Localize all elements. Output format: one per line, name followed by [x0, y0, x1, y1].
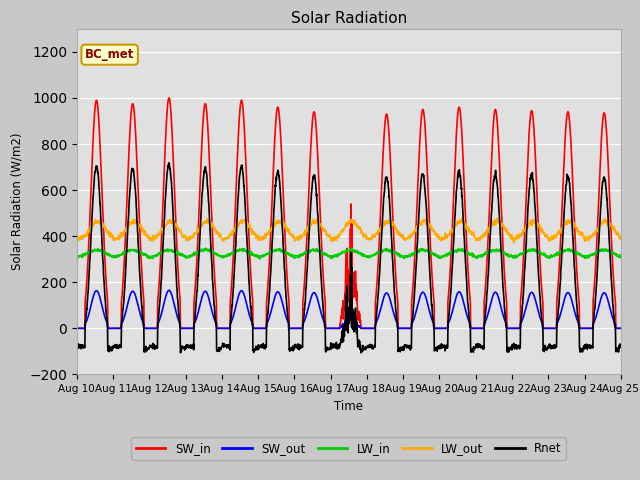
LW_in [617, 255, 625, 261]
SW_in [507, 325, 515, 331]
Title: Solar Radiation: Solar Radiation [291, 11, 407, 26]
SW_in [569, 184, 577, 190]
Rnet [225, 343, 232, 349]
LW_out [73, 234, 81, 240]
LW_out [458, 216, 466, 221]
LW_in [73, 253, 81, 259]
SW_out [376, 307, 384, 312]
LW_in [256, 256, 264, 262]
LW_out [225, 234, 232, 240]
Line: LW_in: LW_in [77, 248, 621, 259]
Line: SW_in: SW_in [77, 98, 621, 328]
LW_in [570, 248, 577, 254]
SW_out [584, 325, 592, 331]
Line: LW_out: LW_out [77, 218, 621, 243]
Rnet [570, 240, 577, 246]
Rnet [377, 248, 385, 254]
SW_in [165, 95, 173, 101]
LW_out [570, 220, 577, 226]
Legend: SW_in, SW_out, LW_in, LW_out, Rnet: SW_in, SW_out, LW_in, LW_out, Rnet [131, 437, 566, 460]
LW_in [202, 245, 209, 251]
SW_out [365, 325, 372, 331]
SW_out [507, 325, 515, 331]
LW_in [365, 253, 372, 259]
SW_out [165, 288, 173, 293]
LW_in [377, 249, 385, 254]
LW_in [225, 252, 232, 257]
SW_out [73, 325, 81, 331]
Rnet [357, 350, 365, 356]
LW_out [507, 233, 515, 239]
Rnet [73, 345, 81, 351]
SW_in [584, 325, 592, 331]
SW_in [365, 325, 372, 331]
SW_in [73, 325, 81, 331]
SW_out [225, 325, 232, 331]
LW_out [365, 236, 372, 241]
LW_out [617, 237, 625, 243]
SW_out [569, 302, 577, 308]
Y-axis label: Solar Radiation (W/m2): Solar Radiation (W/m2) [11, 133, 24, 270]
Rnet [617, 343, 625, 349]
LW_out [510, 240, 518, 246]
Text: BC_met: BC_met [85, 48, 134, 61]
SW_in [617, 325, 625, 331]
Rnet [508, 344, 515, 349]
Line: SW_out: SW_out [77, 290, 621, 328]
SW_in [225, 325, 232, 331]
LW_in [584, 253, 592, 259]
SW_in [376, 213, 384, 218]
LW_in [508, 254, 515, 260]
Rnet [365, 342, 372, 348]
X-axis label: Time: Time [334, 400, 364, 413]
LW_out [376, 226, 384, 231]
SW_out [617, 325, 625, 331]
Line: Rnet: Rnet [77, 163, 621, 353]
Rnet [584, 343, 592, 348]
Rnet [165, 160, 173, 166]
LW_out [584, 236, 592, 241]
